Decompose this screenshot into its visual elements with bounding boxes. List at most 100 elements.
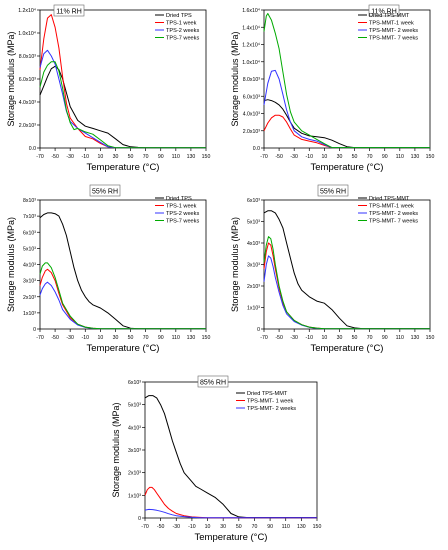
y-tick-label: 1.0x10⁴	[18, 31, 36, 37]
y-tick-label: 4x10³	[23, 263, 36, 269]
legend-label-1: Dried TPS-MMT	[247, 391, 288, 397]
x-tick-label: 30	[337, 335, 343, 341]
x-tick-label: 50	[236, 524, 242, 530]
x-tick-label: 10	[321, 335, 327, 341]
x-tick-label: 50	[128, 335, 134, 341]
x-tick-label: -30	[66, 335, 74, 341]
legend-label-2: TPS-MMT-1 week	[369, 21, 414, 27]
y-tick-label: 8x10³	[23, 198, 36, 204]
x-tick-label: 110	[396, 335, 404, 341]
legend-label-3: TPS-MMT- 2 weeks	[369, 211, 418, 217]
rh-annotation-text: 55% RH	[320, 189, 346, 196]
rh-annotation-text: 11% RH	[371, 9, 397, 16]
x-tick-label: -50	[51, 335, 59, 341]
legend-label-3: TPS-2 weeks	[166, 28, 199, 34]
x-tick-label: 130	[411, 335, 420, 341]
y-tick-label: 0	[257, 327, 260, 333]
x-tick-label: -50	[51, 154, 59, 160]
y-tick-label: 6x10³	[23, 230, 36, 236]
y-tick-label: 1x10³	[247, 306, 260, 312]
x-tick-label: -30	[290, 154, 298, 160]
legend-label-3: TPS-2 weeks	[166, 211, 199, 217]
series-line-4	[39, 61, 206, 149]
y-tick-label: 4.0x10³	[19, 100, 37, 106]
y-tick-label: 6x10³	[247, 198, 260, 204]
rh-annotation: 11% RH	[368, 4, 400, 17]
x-tick-label: -10	[188, 524, 196, 530]
y-tick-label: 3x10³	[128, 448, 141, 454]
x-tick-label: 50	[352, 154, 358, 160]
chart-panel-1: -70 -50 -30 -10 10 30 50 70 90 110 130 150 0.0 2.0x10…	[6, 4, 210, 173]
y-tick-label: 7x10³	[23, 214, 36, 220]
y-tick-label: 3x10³	[247, 263, 260, 269]
x-tick-label: -50	[275, 154, 283, 160]
y-tick-label: 1.6x10⁴	[242, 8, 260, 14]
y-tick-label: 1x10³	[128, 493, 141, 499]
chart-panel-5: -70 -50 -30 -10 10 30 50 70 90 110 130 150 0 1x10³ 2x1…	[111, 375, 321, 543]
x-tick-label: 130	[411, 154, 420, 160]
x-tick-label: 110	[282, 524, 290, 530]
rh-annotation-text: 55% RH	[92, 189, 118, 196]
x-tick-label: 110	[172, 335, 180, 341]
x-tick-label: -70	[36, 335, 44, 341]
x-tick-label: 90	[267, 524, 273, 530]
legend-label-4: TPS-7 weeks	[166, 36, 199, 42]
y-tick-label: 6x10³	[128, 380, 141, 386]
x-axis-label: Temperature (°C)	[311, 162, 384, 173]
legend-label-4: TPS-MMT- 7 weeks	[369, 36, 418, 42]
x-tick-label: -70	[36, 154, 44, 160]
y-axis-label: Storage modulus (MPa)	[230, 31, 240, 126]
series-line-3	[263, 255, 430, 330]
x-tick-label: 30	[220, 524, 226, 530]
y-tick-label: 8.0x10³	[243, 77, 261, 83]
y-axis-label: Storage modulus (MPa)	[6, 31, 16, 126]
x-tick-label: 50	[128, 154, 134, 160]
x-tick-label: -70	[260, 154, 268, 160]
legend-label-1: Dried TPS	[166, 13, 192, 19]
x-tick-label: 90	[158, 335, 164, 341]
rh-annotation: 55% RH	[317, 184, 349, 197]
y-tick-label: 2x10³	[247, 284, 260, 290]
y-tick-label: 1x10³	[23, 311, 36, 317]
legend-label-4: TPS-MMT- 7 weeks	[369, 219, 418, 225]
y-tick-label: 0	[33, 327, 36, 333]
x-tick-label: 90	[382, 154, 388, 160]
rh-annotation: 11% RH	[53, 4, 85, 17]
y-axis-label: Storage modulus (MPa)	[230, 217, 240, 312]
rh-annotation-box	[53, 4, 85, 17]
x-tick-label: 30	[113, 335, 119, 341]
x-tick-label: 70	[143, 154, 149, 160]
legend-label-3: TPS-MMT- 2 weeks	[247, 406, 296, 412]
series-line-1	[39, 212, 206, 330]
x-tick-label: 130	[297, 524, 306, 530]
x-tick-label: -30	[290, 335, 298, 341]
series-line-3	[39, 281, 206, 330]
y-tick-label: 6.0x10³	[19, 77, 37, 83]
y-tick-label: 2x10³	[23, 295, 36, 301]
x-tick-label: -30	[173, 524, 181, 530]
rh-annotation-box	[368, 4, 400, 17]
x-axis-label: Temperature (°C)	[87, 162, 160, 173]
y-tick-label: 2.0x10³	[19, 123, 37, 129]
x-tick-label: 70	[252, 524, 258, 530]
y-tick-label: 5x10³	[23, 246, 36, 252]
x-tick-label: 30	[337, 154, 343, 160]
legend-label-2: TPS-1 week	[166, 21, 197, 27]
x-tick-label: -10	[306, 154, 314, 160]
x-tick-label: 110	[172, 154, 180, 160]
x-tick-label: 70	[143, 335, 149, 341]
x-tick-label: 70	[367, 154, 373, 160]
x-tick-label: 30	[113, 154, 119, 160]
x-axis-label: Temperature (°C)	[311, 343, 384, 354]
series-line-3	[263, 69, 430, 149]
y-tick-label: 0	[138, 516, 141, 522]
y-tick-label: 1.2x10⁴	[242, 43, 260, 49]
rh-annotation: 85% RH	[197, 375, 229, 388]
y-tick-label: 0.0	[253, 146, 260, 152]
series-line-3	[144, 508, 317, 519]
x-tick-label: 10	[97, 335, 103, 341]
